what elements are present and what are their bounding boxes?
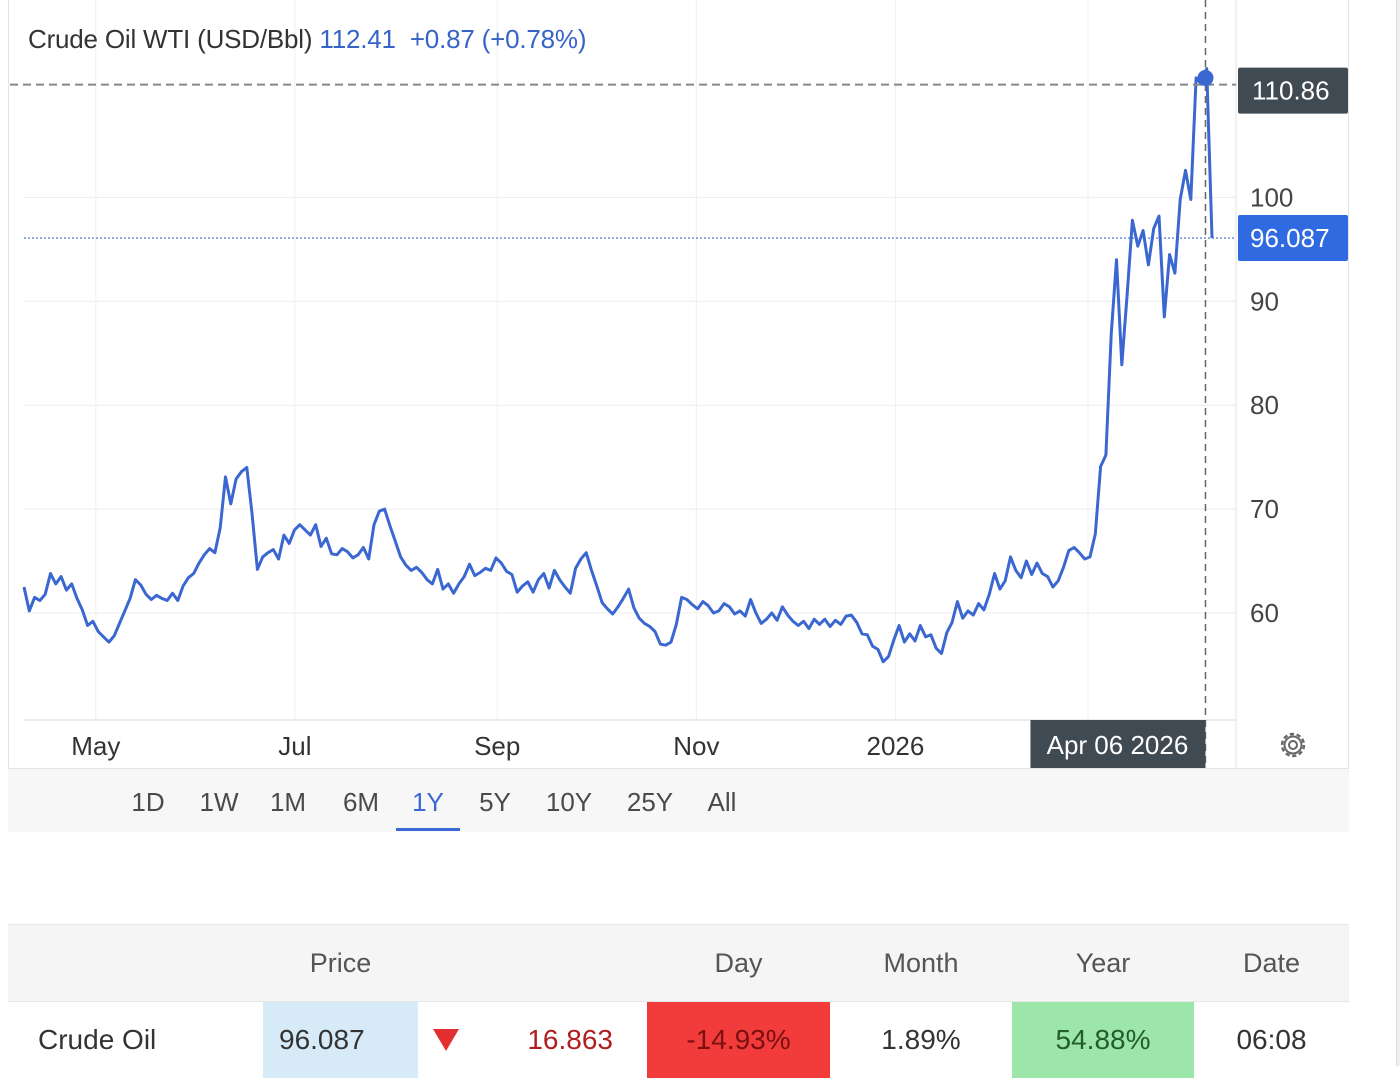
y-tick-label: 60 (1250, 598, 1279, 628)
range-button-1d[interactable]: 1D (126, 787, 170, 831)
crosshair-date-label: Apr 06 2026 (1030, 720, 1205, 768)
header-month[interactable]: Month (830, 925, 1012, 1002)
y-tick-label: 100 (1250, 182, 1293, 212)
crosshair-point (1197, 70, 1213, 86)
instrument-link[interactable]: Crude Oil (8, 1002, 263, 1078)
svg-text:110.86: 110.86 (1252, 76, 1330, 106)
table-header-row: Price Day Month Year Date (8, 925, 1349, 1002)
header-year[interactable]: Year (1012, 925, 1194, 1002)
header-blank (8, 925, 263, 1002)
range-button-5y[interactable]: 5Y (476, 787, 514, 831)
crosshair-price-label: 110.86 (1238, 68, 1348, 114)
svg-text:Apr 06 2026: Apr 06 2026 (1047, 730, 1189, 760)
x-tick-label: Nov (673, 731, 719, 761)
down-arrow-icon (418, 1002, 493, 1078)
scrollbar-edge (1396, 0, 1400, 1066)
legend-change: +0.87 (410, 24, 475, 54)
range-button-1m[interactable]: 1M (268, 787, 308, 831)
header-date[interactable]: Date (1194, 925, 1349, 1002)
legend-change-pct: (+0.78%) (482, 24, 587, 54)
price-chart[interactable]: 60 70 80 90 100 120 May Jul Sep Nov 2026 110.86 9… (0, 0, 1400, 768)
horizontal-grid (24, 0, 1236, 613)
gear-icon[interactable] (1282, 734, 1304, 756)
year-change-cell: 54.88% (1012, 1002, 1194, 1078)
table-row[interactable]: Crude Oil 96.087 16.863 -14.93% 1.89% 54… (8, 1002, 1349, 1078)
y-tick-label: 90 (1250, 286, 1279, 316)
time-cell: 06:08 (1194, 1002, 1349, 1078)
range-button-10y[interactable]: 10Y (544, 787, 594, 831)
range-button-all[interactable]: All (700, 787, 744, 831)
x-tick-label: Jul (278, 731, 311, 761)
vertical-grid (96, 0, 1088, 720)
instrument-name: Crude Oil WTI (USD/Bbl) (28, 24, 312, 54)
header-arrow (418, 925, 493, 1002)
last-price-label: 96.087 (1238, 215, 1348, 261)
x-tick-label: 2026 (866, 731, 924, 761)
y-tick-label: 70 (1250, 494, 1279, 524)
series-line (24, 69, 1212, 662)
day-change-cell: -14.93% (647, 1002, 830, 1078)
price-cell: 96.087 (263, 1002, 418, 1078)
month-change-cell: 1.89% (830, 1002, 1012, 1078)
range-button-1y[interactable]: 1Y (396, 787, 460, 831)
x-tick-label: May (71, 731, 120, 761)
legend-price: 112.41 (319, 24, 395, 54)
header-day[interactable]: Day (647, 925, 830, 1002)
y-tick-label: 120 (1250, 0, 1293, 5)
header-change (493, 925, 647, 1002)
header-price[interactable]: Price (263, 925, 418, 1002)
range-button-6m[interactable]: 6M (338, 787, 384, 831)
y-tick-label: 80 (1250, 390, 1279, 420)
svg-text:96.087: 96.087 (1250, 223, 1330, 253)
x-axis: May Jul Sep Nov 2026 (71, 731, 924, 761)
range-selector: 1D 1W 1M 6M 1Y 5Y 10Y 25Y All (8, 768, 1349, 832)
range-button-1w[interactable]: 1W (194, 787, 244, 831)
range-button-25y[interactable]: 25Y (624, 787, 676, 831)
chart-legend: Crude Oil WTI (USD/Bbl) 112.41 +0.87 (+0… (28, 24, 586, 55)
change-cell: 16.863 (493, 1002, 647, 1078)
quote-table: Price Day Month Year Date Crude Oil 96.0… (8, 924, 1349, 1078)
x-tick-label: Sep (474, 731, 520, 761)
